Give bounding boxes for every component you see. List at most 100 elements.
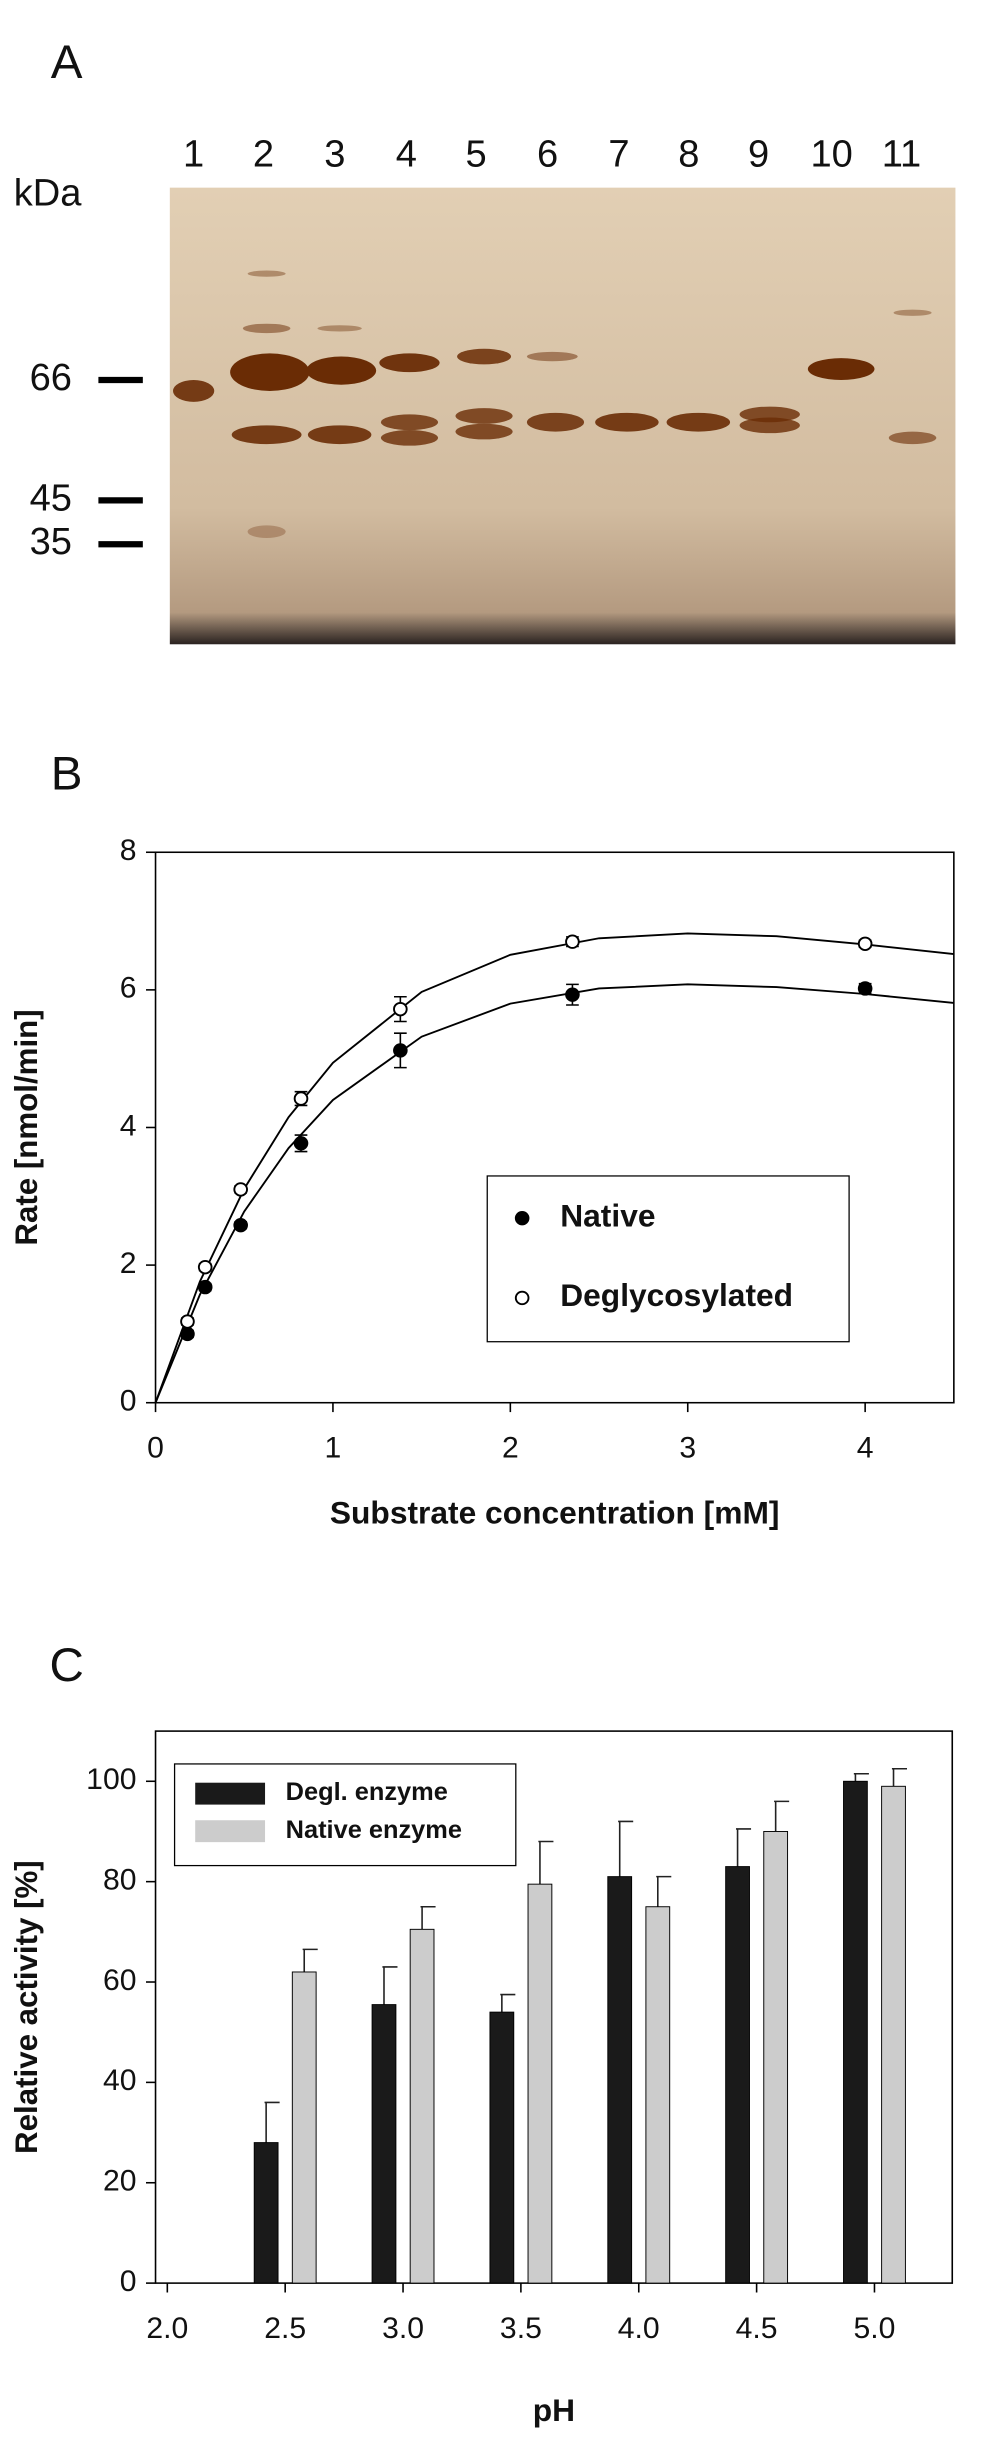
y-tick-label: 80 (103, 1864, 137, 1897)
y-tick-label: 0 (120, 1385, 137, 1418)
gel-band (455, 423, 513, 440)
x-tick-label: 2.0 (146, 2312, 188, 2345)
x-tick-label: 3.0 (382, 2312, 424, 2345)
x-tick-label: 4.5 (736, 2312, 778, 2345)
lane-label: 3 (324, 134, 345, 176)
y-axis-label: Rate [nmol/min] (8, 1009, 44, 1245)
unit-label: kDa (14, 173, 83, 215)
gel-band (526, 412, 585, 432)
error-bar (891, 1767, 908, 1787)
gel-band (247, 270, 286, 277)
y-tick-label: 6 (120, 972, 137, 1005)
legend-marker (514, 1210, 530, 1226)
error-bar (500, 1993, 516, 2013)
bar (489, 2011, 515, 2284)
lane-label: 2 (253, 134, 274, 176)
bar (371, 2004, 397, 2284)
marker-label: 45 (30, 478, 72, 520)
lane-label: 4 (396, 134, 417, 176)
error-bar (382, 1966, 398, 2005)
data-point (233, 1182, 248, 1197)
error-bar (774, 1800, 790, 1832)
gel-band (595, 412, 659, 432)
lane-label: 7 (608, 134, 629, 176)
gel-band (307, 425, 372, 445)
y-tick-label: 2 (120, 1247, 137, 1280)
x-tick-label: 1 (325, 1432, 342, 1465)
data-point (293, 1091, 309, 1106)
y-tick-label: 0 (120, 2265, 137, 2298)
legend-label: Native enzyme (286, 1816, 462, 1844)
error-bar (656, 1875, 672, 1907)
legend-swatch (195, 1820, 266, 1843)
gel-band (380, 430, 439, 446)
gel-band (807, 358, 875, 380)
legend-box (173, 1763, 517, 1867)
bar (725, 1866, 750, 2284)
x-tick-label: 3 (679, 1432, 696, 1465)
x-axis-label: Substrate concentration [mM] (330, 1495, 780, 1531)
legend-label: Native (560, 1198, 655, 1234)
y-tick-label: 20 (103, 2165, 137, 2198)
legend-label: Deglycosylated (560, 1277, 793, 1313)
legend-label: Degl. enzyme (286, 1778, 448, 1806)
gel-band (739, 417, 800, 434)
gel-band (739, 406, 800, 423)
gel-band (457, 348, 512, 365)
bar (253, 2142, 279, 2284)
gel-band (666, 412, 731, 432)
legend-box (486, 1175, 850, 1343)
y-tick-label: 100 (86, 1763, 136, 1796)
gel-band (379, 353, 440, 373)
error-bar (420, 1905, 436, 1930)
gel-band (893, 309, 932, 316)
data-point (233, 1217, 248, 1233)
bar (763, 1830, 789, 2284)
legend-marker (514, 1290, 530, 1306)
plot-frame (154, 1730, 954, 2284)
gel-band (380, 414, 439, 431)
gel-band (306, 356, 377, 385)
bar (881, 1785, 906, 2284)
error-bar (302, 1948, 318, 1972)
lane-label: 10 (810, 134, 852, 176)
gel-band (242, 323, 291, 334)
lane-label: 11 (882, 134, 922, 176)
error-bar (538, 1840, 554, 1885)
legend-swatch (195, 1782, 266, 1805)
error-bar (264, 2101, 280, 2143)
bar (607, 1876, 633, 2284)
y-axis-label: Relative activity [%] (8, 1860, 44, 2154)
error-bar (853, 1772, 869, 1782)
gel-band (455, 408, 513, 424)
gel-band (172, 379, 215, 402)
marker-label: 35 (30, 521, 72, 563)
x-tick-label: 0 (147, 1432, 164, 1465)
data-point (197, 1259, 213, 1275)
x-tick-label: 2.5 (264, 2312, 306, 2345)
y-tick-label: 40 (103, 2064, 137, 2097)
lane-label: 9 (748, 134, 769, 176)
panel-label: A (51, 36, 83, 89)
data-point (565, 934, 580, 949)
x-axis-label: pH (533, 2392, 575, 2428)
data-point (180, 1314, 195, 1329)
data-point (565, 987, 580, 1002)
fit-curve (154, 932, 954, 1404)
data-point (857, 936, 873, 951)
data-point (197, 1279, 213, 1295)
y-tick-label: 60 (103, 1964, 137, 1997)
y-tick-label: 4 (120, 1110, 137, 1143)
data-point (857, 981, 873, 996)
lane-label: 6 (537, 134, 558, 176)
gel-band (317, 325, 362, 332)
bar (291, 1971, 317, 2284)
y-tick-label: 8 (120, 834, 137, 867)
gel-band (230, 353, 310, 391)
lane-label: 8 (678, 134, 699, 176)
x-tick-label: 2 (502, 1432, 519, 1465)
panel-label: B (51, 748, 83, 801)
x-tick-label: 4 (857, 1432, 874, 1465)
data-point (293, 1136, 309, 1151)
